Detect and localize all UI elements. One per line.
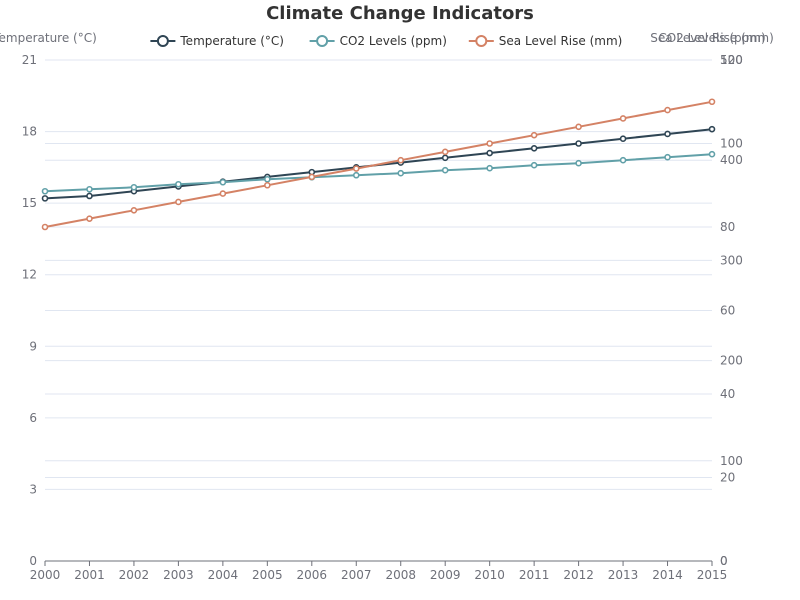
data-point[interactable] [441,148,449,156]
y-tick-label-sea: 60 [720,304,735,318]
x-tick-label: 2014 [652,568,683,582]
x-tick-label: 2012 [563,568,594,582]
y-tick-label-temp: 3 [29,482,37,496]
x-tick-label: 2004 [208,568,239,582]
data-point[interactable] [530,131,538,139]
x-tick-label: 2002 [119,568,150,582]
data-point[interactable] [619,156,627,164]
x-tick-label: 2011 [519,568,550,582]
data-point[interactable] [441,154,449,162]
y-tick-label-co2: 100 [720,454,743,468]
y-tick-label-temp: 0 [29,554,37,568]
data-point[interactable] [130,207,138,214]
y-tick-label-co2: 0 [720,554,728,568]
y-tick-label-sea: 100 [720,137,743,151]
data-point[interactable] [486,149,493,157]
x-tick-label: 2005 [252,568,283,582]
legend-marker-icon [475,35,488,47]
y-tick-label-temp: 12 [22,268,37,282]
x-tick-label: 2010 [474,568,505,582]
axes: 2000 2001 2002 2003 2004 2005 2006 2007 2008 2009… [0,31,774,582]
data-point[interactable] [175,180,182,188]
grid [45,59,712,490]
data-point[interactable] [619,135,627,143]
series-line [44,100,713,228]
data-point[interactable] [352,171,360,179]
data-point[interactable] [308,173,316,181]
data-point[interactable] [264,181,271,189]
y-tick-label-temp: 15 [22,196,37,210]
x-tick-label: 2006 [297,568,328,582]
data-point[interactable] [575,140,582,147]
x-tick-label: 2009 [430,568,461,582]
x-tick-label: 2000 [30,568,61,582]
legend[interactable]: Temperature (°C) CO2 Levels (ppm) Sea Leve… [150,34,622,48]
y-tick-label-co2: 400 [720,153,743,167]
y-tick-label-co2: 500 [720,53,743,67]
data-point[interactable] [130,183,138,191]
x-tick-label: 2007 [341,568,372,582]
series-line [44,153,713,193]
x-tick-label: 2013 [608,568,639,582]
legend-item[interactable]: Sea Level Rise (mm) [468,34,623,48]
data-point[interactable] [441,166,449,174]
y-tick-label-sea: 0 [720,554,728,568]
legend-item[interactable]: Temperature (°C) [150,34,284,48]
data-point[interactable] [530,144,538,152]
x-tick-label: 2003 [163,568,194,582]
data-point[interactable] [175,198,182,206]
data-point[interactable] [486,164,493,172]
data-point[interactable] [397,169,405,177]
x-tick-label: 2015 [697,568,728,582]
data-point[interactable] [708,98,716,106]
y-tick-label-sea: 120 [720,53,743,67]
data-point[interactable] [664,153,671,161]
data-point[interactable] [664,130,671,138]
legend-marker-icon [156,35,169,47]
legend-item[interactable]: CO2 Levels (ppm) [309,34,447,48]
y-axis-name-co2: CO2 Levels (ppm) [658,31,765,45]
data-point[interactable] [664,106,671,114]
legend-label: CO2 Levels (ppm) [340,34,447,48]
data-point[interactable] [41,195,49,202]
y-tick-label-co2: 300 [720,253,743,267]
y-tick-label-temp: 21 [22,53,37,67]
y-axis-name-temp: Temperature (°C) [0,31,97,45]
x-tick-label: 2001 [74,568,105,582]
y-tick-label-sea: 40 [720,387,735,401]
data-point[interactable] [397,156,405,164]
data-point[interactable] [86,185,93,193]
y-tick-label-co2: 200 [720,354,743,368]
chart-title: Climate Change Indicators [266,3,534,24]
y-tick-label-sea: 20 [720,471,735,485]
y-tick-label-temp: 18 [22,125,37,139]
data-point[interactable] [575,159,582,167]
data-point[interactable] [219,178,227,186]
data-point[interactable] [41,187,49,195]
legend-marker-icon [316,35,329,47]
data-point[interactable] [530,161,538,169]
data-point[interactable] [86,215,93,222]
data-point[interactable] [619,115,627,122]
series-group [41,98,716,231]
data-point[interactable] [486,140,493,147]
data-point[interactable] [219,190,227,197]
data-point[interactable] [708,125,716,133]
data-point[interactable] [41,223,49,231]
y-tick-label-temp: 9 [29,339,37,353]
data-point[interactable] [575,123,582,131]
data-point[interactable] [352,165,360,172]
data-point[interactable] [708,150,716,158]
y-axis-name-sea: Sea Level Rise (mm) [650,31,774,45]
data-point[interactable] [86,192,93,200]
data-point[interactable] [264,175,271,183]
legend-label: Temperature (°C) [179,34,284,48]
x-tick-label: 2008 [385,568,416,582]
y-tick-label-temp: 6 [29,411,37,425]
y-tick-label-sea: 80 [720,220,735,234]
legend-label: Sea Level Rise (mm) [499,34,623,48]
